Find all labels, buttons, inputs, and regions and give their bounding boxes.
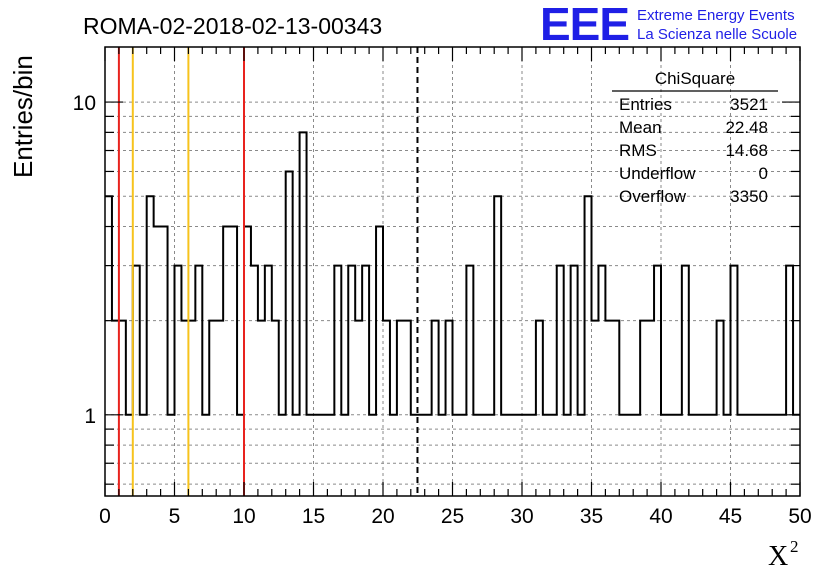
stats-label-mean: Mean (619, 118, 662, 137)
eee-logo-mark: EEE (540, 0, 629, 50)
histogram (105, 131, 800, 416)
x-tick-label: 35 (580, 505, 603, 528)
stats-label-overflow: Overflow (619, 187, 687, 206)
stats-box-title: ChiSquare (655, 69, 735, 88)
stats-value-entries: 3521 (730, 95, 768, 114)
axes: 0 5 10 15 20 25 30 35 40 45 50 1 10 (73, 46, 812, 528)
x-tick-label: 50 (788, 505, 811, 528)
y-axis-label: Entries/bin (8, 55, 38, 178)
x-tick-label: 40 (649, 505, 672, 528)
stats-box: ChiSquare Entries 3521 Mean 22.48 RMS 14… (612, 69, 778, 206)
x-tick-label: 45 (719, 505, 742, 528)
x-tick-label: 10 (232, 505, 255, 528)
stats-label-entries: Entries (619, 95, 672, 114)
x-tick-label: 0 (99, 505, 111, 528)
eee-logo: EEE Extreme Energy Events La Scienza nel… (540, 0, 797, 50)
x-tick-label: 5 (169, 505, 181, 528)
y-tick-label: 10 (73, 92, 96, 115)
y-tick-label: 1 (84, 405, 96, 428)
grid-lines (105, 47, 800, 496)
x-tick-label: 20 (371, 505, 394, 528)
histogram-line (105, 131, 800, 416)
stats-value-overflow: 3350 (730, 187, 768, 206)
x-tick-label: 15 (302, 505, 325, 528)
eee-logo-line2: La Scienza nelle Scuole (637, 26, 797, 43)
chart-title: ROMA-02-2018-02-13-00343 (83, 13, 382, 39)
x-axis-label-main: X (768, 541, 788, 572)
x-axis-label: X 2 (768, 537, 799, 572)
eee-logo-line1: Extreme Energy Events (637, 7, 795, 24)
stats-value-underflow: 0 (759, 164, 768, 183)
stats-label-underflow: Underflow (619, 164, 696, 183)
x-tick-label: 30 (510, 505, 533, 528)
stats-label-rms: RMS (619, 141, 657, 160)
reference-lines (117, 47, 419, 496)
stats-value-mean: 22.48 (725, 118, 768, 137)
stats-value-rms: 14.68 (725, 141, 768, 160)
x-axis-label-sup: 2 (790, 537, 799, 556)
x-tick-label: 25 (441, 505, 464, 528)
